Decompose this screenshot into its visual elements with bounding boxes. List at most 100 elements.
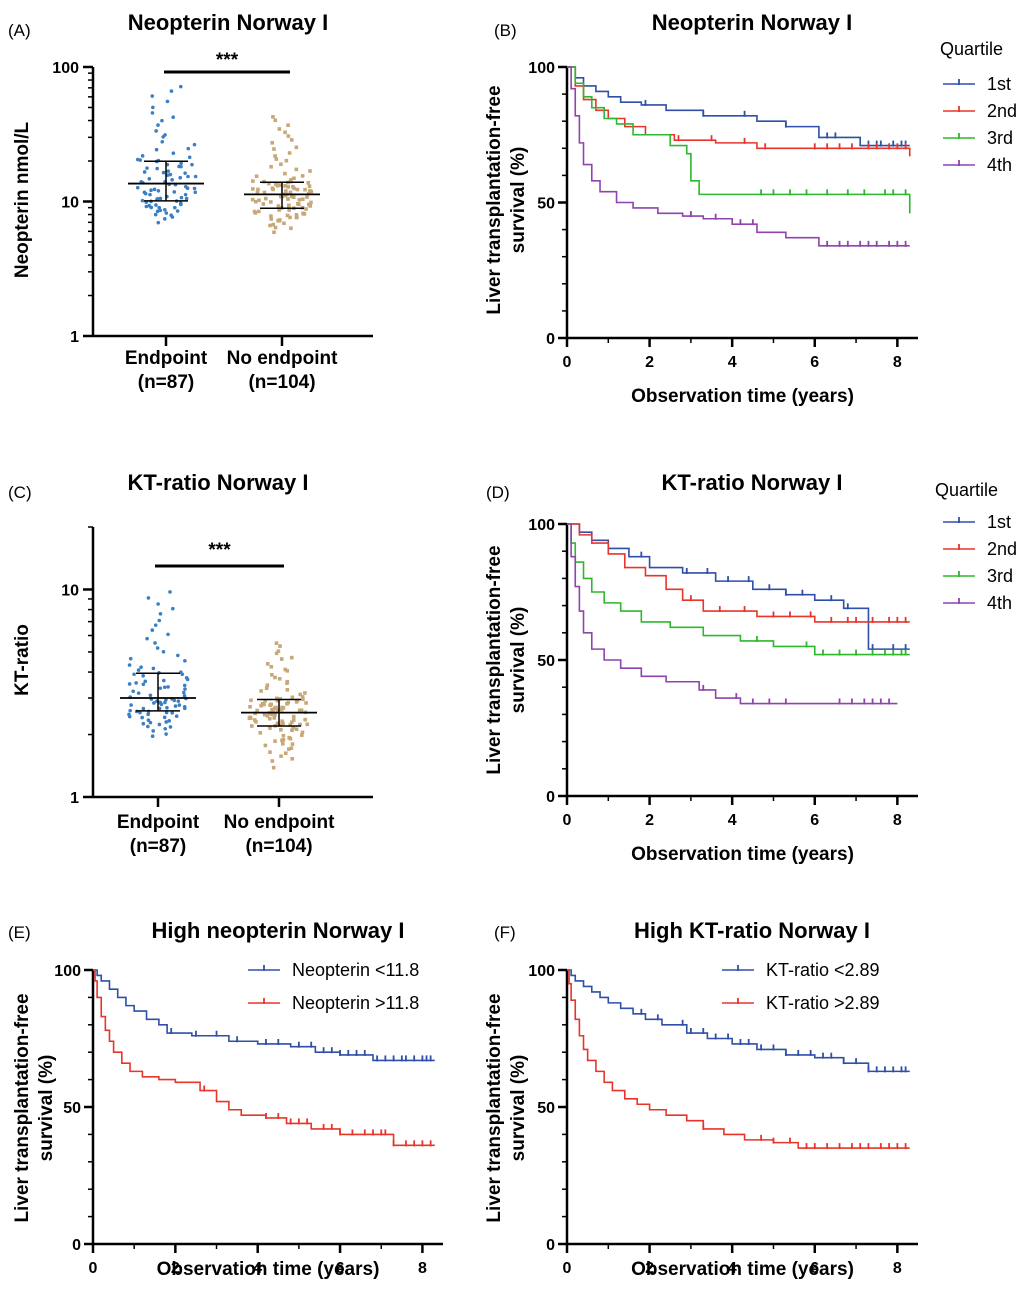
data-point bbox=[268, 726, 272, 730]
data-point bbox=[290, 757, 295, 761]
data-point bbox=[274, 641, 279, 645]
y-axis-label: Liver transplantation-free survival (%) bbox=[484, 993, 529, 1222]
x-axis-label: Observation time (years) bbox=[631, 386, 854, 407]
x-category-count: (n=104) bbox=[245, 836, 312, 857]
data-point bbox=[182, 693, 187, 698]
data-point bbox=[289, 720, 294, 725]
data-point bbox=[165, 99, 170, 104]
data-point bbox=[272, 230, 276, 235]
y-tick-label: 50 bbox=[537, 653, 555, 670]
data-point bbox=[283, 171, 287, 176]
y-tick-label: 1 bbox=[70, 329, 79, 346]
data-point bbox=[154, 203, 158, 207]
data-point bbox=[290, 194, 294, 199]
data-point bbox=[249, 698, 253, 703]
y-axis-label-line: survival (%) bbox=[508, 147, 529, 254]
series-line bbox=[567, 969, 910, 1149]
data-point bbox=[141, 721, 146, 726]
data-point bbox=[177, 703, 182, 707]
data-point bbox=[145, 166, 149, 170]
significance-label: *** bbox=[216, 50, 239, 71]
data-point bbox=[152, 701, 156, 705]
data-point bbox=[155, 646, 160, 650]
y-tick-label: 10 bbox=[61, 195, 79, 212]
x-tick-label: 8 bbox=[893, 812, 902, 829]
data-point bbox=[283, 667, 288, 672]
chart-title: KT-ratio Norway I bbox=[662, 470, 843, 495]
data-point bbox=[283, 130, 287, 135]
data-point bbox=[156, 602, 160, 606]
y-tick-label: 0 bbox=[72, 1237, 81, 1254]
data-point bbox=[279, 657, 284, 661]
data-point bbox=[290, 695, 295, 700]
data-point bbox=[148, 720, 153, 725]
x-category-label: Endpoint bbox=[117, 812, 200, 833]
legend-label: KT-ratio <2.89 bbox=[766, 960, 880, 980]
data-point bbox=[148, 693, 153, 698]
data-point bbox=[287, 747, 291, 751]
data-point bbox=[273, 182, 278, 186]
data-point bbox=[248, 715, 253, 720]
data-point bbox=[290, 655, 294, 660]
data-point bbox=[186, 146, 191, 151]
data-point bbox=[173, 205, 177, 210]
panel-label: (B) bbox=[494, 21, 517, 40]
y-tick-label: 50 bbox=[63, 1100, 81, 1117]
data-point bbox=[183, 171, 187, 175]
data-point bbox=[307, 202, 311, 207]
data-point bbox=[129, 703, 133, 707]
y-tick-label: 100 bbox=[528, 60, 555, 77]
data-point bbox=[274, 651, 279, 656]
data-point bbox=[275, 698, 280, 703]
data-point bbox=[265, 683, 270, 688]
data-point bbox=[254, 174, 259, 179]
chart-title: Neopterin Norway I bbox=[652, 10, 852, 35]
data-point bbox=[307, 184, 312, 189]
data-point bbox=[156, 123, 160, 127]
data-point bbox=[136, 691, 141, 695]
data-point bbox=[190, 162, 194, 167]
data-point bbox=[140, 198, 145, 203]
data-point bbox=[290, 742, 295, 746]
data-point bbox=[165, 705, 169, 710]
data-point bbox=[132, 672, 136, 677]
panel-label: (E) bbox=[8, 923, 31, 942]
data-point bbox=[268, 750, 272, 754]
data-point bbox=[176, 653, 180, 658]
data-point bbox=[148, 192, 152, 197]
data-point bbox=[146, 596, 151, 600]
data-point bbox=[150, 628, 155, 632]
data-point bbox=[182, 683, 187, 688]
data-point bbox=[181, 690, 186, 695]
data-point bbox=[303, 717, 307, 722]
data-point bbox=[277, 677, 282, 681]
x-tick-label: 8 bbox=[418, 1260, 427, 1277]
data-point bbox=[284, 751, 288, 756]
chart-title: High KT-ratio Norway I bbox=[634, 918, 870, 943]
data-point bbox=[279, 162, 283, 167]
data-point bbox=[301, 697, 305, 702]
data-point bbox=[297, 708, 302, 713]
data-point bbox=[272, 147, 276, 151]
data-point bbox=[183, 184, 188, 189]
x-tick-label: 2 bbox=[645, 1260, 654, 1277]
data-point bbox=[303, 691, 307, 695]
data-point bbox=[127, 712, 131, 717]
data-point bbox=[259, 689, 263, 693]
x-tick-label: 6 bbox=[810, 354, 819, 371]
data-point bbox=[280, 705, 284, 710]
x-tick-label: 6 bbox=[810, 812, 819, 829]
y-axis-label: Liver transplantation-free survival (%) bbox=[484, 85, 529, 314]
x-tick-label: 6 bbox=[810, 1260, 819, 1277]
x-tick-label: 0 bbox=[89, 1260, 98, 1277]
data-point bbox=[162, 678, 166, 683]
data-point bbox=[170, 711, 174, 715]
data-point bbox=[146, 724, 150, 729]
x-tick-label: 6 bbox=[336, 1260, 345, 1277]
data-point bbox=[250, 197, 255, 202]
data-point bbox=[169, 89, 174, 93]
data-point bbox=[295, 698, 300, 703]
data-point bbox=[127, 663, 132, 667]
data-point bbox=[286, 134, 291, 138]
data-point bbox=[171, 151, 176, 156]
